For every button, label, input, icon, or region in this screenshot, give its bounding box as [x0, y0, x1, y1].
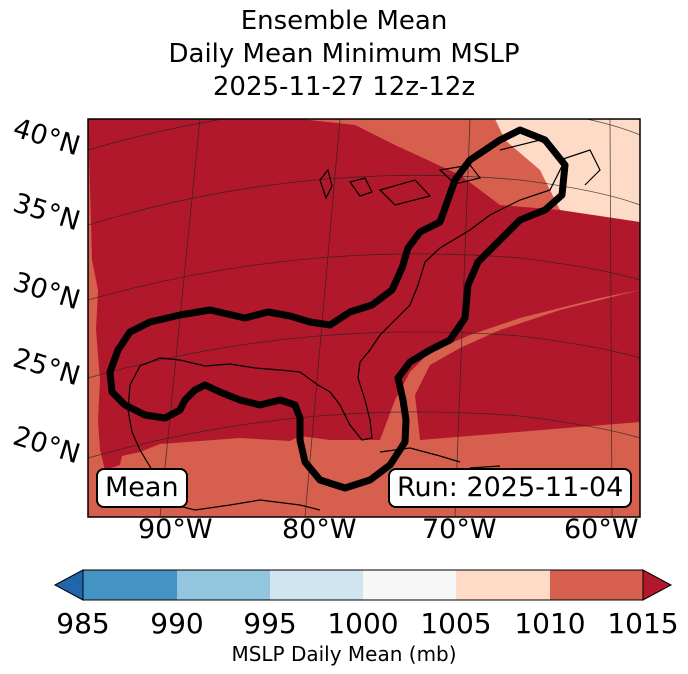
- colorbar-frame: [82, 569, 644, 601]
- colorbar-segment-990-995: [177, 570, 270, 600]
- coastlines: [127, 139, 601, 511]
- pressure-band-above-1015-south: [415, 290, 640, 440]
- ensemble-outline-contour: [106, 126, 569, 492]
- lon-label-90w: 90°W: [138, 514, 213, 545]
- colorbar-segment-1010-1015: [550, 570, 643, 600]
- lon-label-60w: 60°W: [564, 514, 639, 545]
- colorbar-segment-1005-1010: [456, 570, 550, 600]
- title-line-3: 2025-11-27 12z-12z: [212, 72, 476, 102]
- colorbar-tick-1010: 1010: [514, 607, 586, 640]
- lon-label-80w: 80°W: [282, 514, 357, 545]
- lon-label-70w: 70°W: [422, 514, 497, 545]
- colorbar-tick-1015: 1015: [607, 607, 679, 640]
- colorbar-tick-985: 985: [56, 607, 110, 640]
- colorbar-extend-high: [642, 569, 673, 601]
- colorbar: [53, 569, 673, 601]
- map-frame: [87, 118, 641, 518]
- colorbar-segment-985-990: [83, 570, 177, 600]
- mean-label-box: Mean: [96, 468, 188, 508]
- colorbar-tick-1000: 1000: [327, 607, 399, 640]
- map-area: [88, 119, 640, 517]
- colorbar-label: MSLP Daily Mean (mb): [231, 642, 457, 666]
- colorbar-tick-1005: 1005: [420, 607, 492, 640]
- colorbar-tick-995: 995: [243, 607, 297, 640]
- title-line-2: Daily Mean Minimum MSLP: [168, 39, 520, 69]
- colorbar-segment-995-1000: [270, 570, 363, 600]
- pressure-band-above-1015: [88, 119, 640, 470]
- run-date-label-box: Run: 2025-11-04: [388, 468, 633, 508]
- colorbar-tick-990: 990: [150, 607, 204, 640]
- colorbar-extend-low: [53, 569, 84, 601]
- title-line-1: Ensemble Mean: [240, 6, 448, 36]
- colorbar-segment-1000-1005: [363, 570, 456, 600]
